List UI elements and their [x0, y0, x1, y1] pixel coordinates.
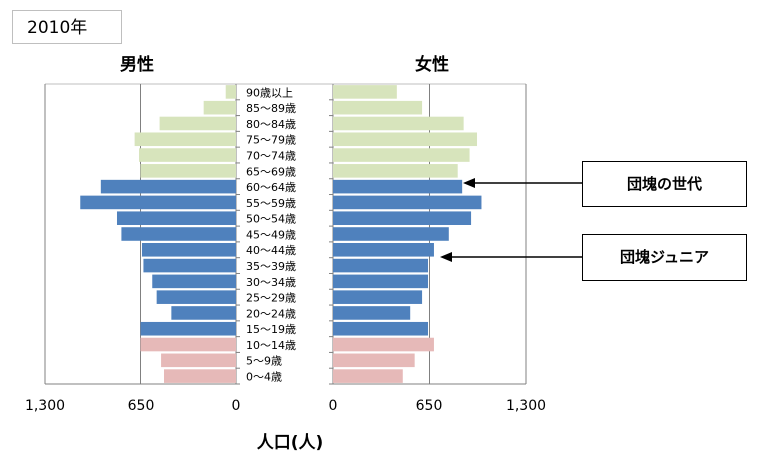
male-bar-10: [141, 243, 236, 257]
female-bar-3: [333, 132, 478, 147]
female-bar-6: [333, 179, 463, 194]
age-label-10: 40〜44歳: [246, 244, 296, 257]
age-label-14: 20〜24歳: [246, 307, 296, 320]
age-label-16: 10〜14歳: [246, 339, 296, 352]
age-label-9: 45〜49歳: [246, 228, 296, 241]
male-bar-2: [159, 116, 236, 131]
dankai-junior-callout: 団塊ジュニア: [582, 234, 747, 281]
male-bar-1: [203, 100, 236, 115]
male-bar-0: [225, 85, 236, 99]
female-tick-1300: 1,300: [505, 398, 547, 414]
female-tick-650: 650: [415, 398, 443, 414]
male-bar-11: [143, 258, 236, 273]
male-bar-15: [140, 321, 236, 336]
age-label-7: 55〜59歳: [246, 197, 296, 210]
dankai-callout: 団塊の世代: [582, 161, 747, 207]
female-bar-9: [333, 227, 449, 241]
male-bar-7: [80, 195, 236, 210]
female-bar-5: [333, 164, 458, 178]
age-label-13: 25〜29歳: [246, 292, 296, 305]
female-bar-13: [333, 290, 423, 304]
male-bar-8: [116, 211, 236, 225]
male-bar-14: [171, 306, 236, 320]
age-label-12: 30〜34歳: [246, 276, 296, 289]
male-bar-17: [161, 353, 236, 368]
female-bar-11: [333, 258, 429, 273]
age-label-0: 90歳以上: [246, 86, 293, 99]
female-bar-17: [333, 353, 415, 368]
female-bar-16: [333, 337, 434, 352]
age-label-4: 70〜74歳: [246, 149, 296, 162]
age-label-11: 35〜39歳: [246, 260, 296, 273]
male-bar-12: [152, 274, 236, 289]
male-label: 男性: [120, 55, 154, 75]
female-bar-18: [333, 369, 403, 383]
age-label-8: 50〜54歳: [246, 213, 296, 226]
female-bar-15: [333, 321, 429, 336]
year-label: 2010年: [12, 10, 122, 44]
female-label: 女性: [415, 55, 449, 75]
female-tick-0: 0: [328, 398, 338, 414]
male-bar-6: [100, 179, 236, 194]
female-bar-0: [333, 85, 397, 99]
female-bar-1: [333, 100, 423, 115]
female-bar-14: [333, 306, 411, 320]
female-bar-4: [333, 148, 470, 162]
male-bar-16: [140, 337, 236, 352]
male-tick-0: 0: [231, 398, 241, 414]
male-bar-5: [140, 164, 236, 178]
age-label-5: 65〜69歳: [246, 165, 296, 178]
male-tick-650: 650: [127, 398, 155, 414]
age-label-6: 60〜64歳: [246, 181, 296, 194]
age-label-1: 85〜89歳: [246, 102, 296, 115]
female-bar-12: [333, 274, 429, 289]
female-bar-2: [333, 116, 464, 131]
age-label-15: 15〜19歳: [246, 323, 296, 336]
male-bar-3: [134, 132, 236, 147]
x-axis-title: 人口(人): [256, 433, 324, 453]
age-label-18: 0〜4歳: [246, 371, 282, 384]
age-label-3: 75〜79歳: [246, 134, 296, 147]
female-bar-10: [333, 243, 434, 257]
age-label-17: 5〜9歳: [246, 355, 282, 368]
female-bar-7: [333, 195, 482, 210]
male-bar-9: [121, 227, 236, 241]
male-tick-1300: 1,300: [24, 398, 66, 414]
age-label-2: 80〜84歳: [246, 118, 296, 131]
dankai-junior-arrow-head: [440, 252, 452, 262]
male-bar-4: [139, 148, 236, 162]
female-bar-8: [333, 211, 472, 225]
dankai-arrow-head: [463, 178, 475, 188]
male-bar-13: [156, 290, 236, 304]
male-bar-18: [164, 369, 236, 383]
